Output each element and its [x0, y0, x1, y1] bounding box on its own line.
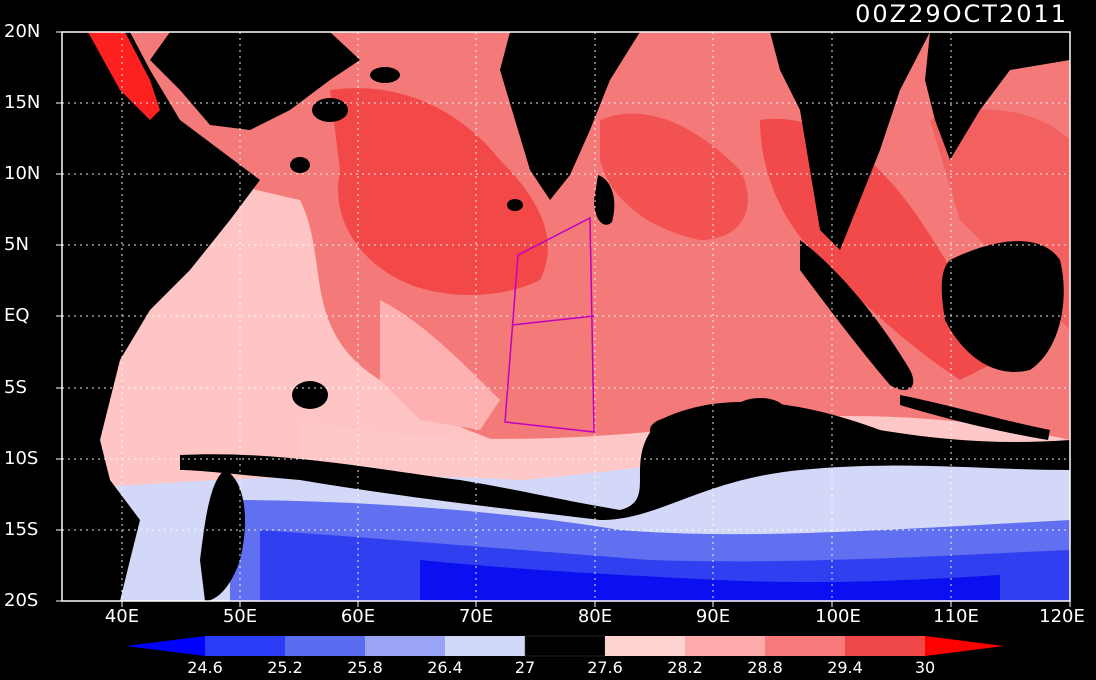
lon-label: 70E — [458, 606, 494, 627]
colorbar-left-arrow — [126, 636, 205, 656]
lon-label: 40E — [104, 606, 140, 627]
tick-marks — [56, 31, 1071, 607]
lat-label: 10N — [4, 163, 41, 184]
lon-label: 60E — [340, 606, 376, 627]
lat-label: 5N — [4, 234, 29, 255]
coldest-water — [420, 560, 1000, 601]
java-land — [900, 395, 1050, 440]
lon-label: 110E — [933, 606, 979, 627]
colorbar-label: 29.4 — [827, 658, 863, 677]
lat-label: EQ — [4, 305, 30, 326]
timestamp: 00Z29OCT2011 — [855, 0, 1068, 28]
colorbar-right-arrow — [925, 636, 1004, 656]
lat-label: 15S — [4, 519, 39, 540]
colorbar-label: 27.6 — [587, 658, 623, 677]
region-box — [504, 216, 595, 433]
colorbar — [126, 635, 1004, 657]
borneo-land — [941, 241, 1064, 372]
sri-lanka-land — [594, 175, 615, 225]
se-asia-land — [770, 32, 930, 250]
sumatra-land — [800, 240, 914, 390]
madagascar-land — [200, 470, 245, 601]
india-land — [500, 32, 640, 200]
arabia-land — [150, 32, 360, 130]
colorbar-label: 30 — [914, 658, 936, 677]
lat-label: 20S — [4, 590, 39, 611]
lat-label: 10S — [4, 448, 39, 469]
lat-label: 20N — [4, 21, 41, 42]
lat-label: 15N — [4, 92, 41, 113]
lon-label: 80E — [577, 606, 613, 627]
colorbar-label: 26.4 — [427, 658, 463, 677]
colorbar-label: 25.2 — [267, 658, 303, 677]
colorbar-label: 28.2 — [667, 658, 703, 677]
colorbar-label: 27 — [514, 658, 536, 677]
transition-band — [180, 401, 1070, 520]
colorbar-label: 28.8 — [747, 658, 783, 677]
sst-field — [62, 32, 1070, 601]
lat-label: 5S — [4, 377, 27, 398]
colorbar-label: 24.6 — [187, 658, 223, 677]
hot-arabian — [330, 88, 548, 295]
grid-lines — [62, 32, 1070, 601]
colorbar-label: 25.8 — [347, 658, 383, 677]
red-sea — [88, 32, 160, 120]
lon-label: 50E — [222, 606, 258, 627]
lon-label: 90E — [695, 606, 731, 627]
lon-label: 100E — [815, 606, 861, 627]
lon-label: 120E — [1039, 606, 1085, 627]
